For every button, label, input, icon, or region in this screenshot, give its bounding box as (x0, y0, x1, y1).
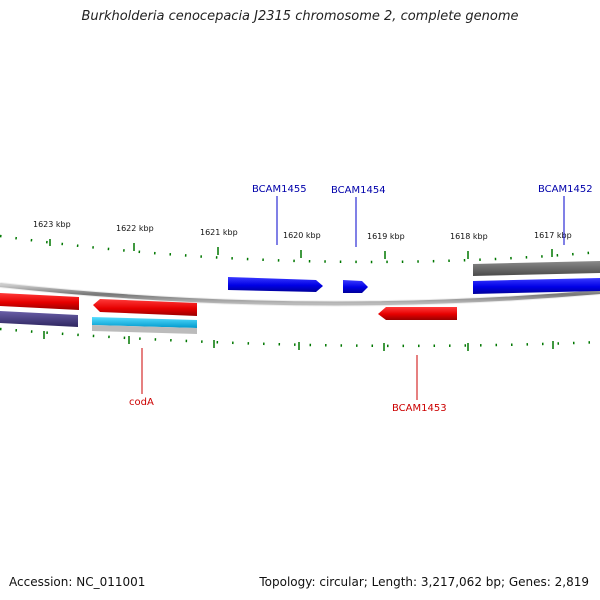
tick-label-1621: 1621 kbp (200, 228, 238, 237)
tick-label-1617: 1617 kbp (534, 231, 572, 240)
tick-labels: 1623 kbp 1622 kbp 1621 kbp 1620 kbp 1619… (33, 220, 572, 241)
gene-BCAM1454-arrow[interactable] (343, 280, 368, 293)
tick-label-1622: 1622 kbp (116, 224, 154, 233)
inner-major-ticks (43, 331, 554, 351)
gene-label-BCAM1455[interactable]: BCAM1455 (252, 184, 307, 195)
outer-major-ticks (49, 239, 553, 259)
accession-text: Accession: NC_011001 (9, 575, 146, 589)
gene-label-BCAM1454[interactable]: BCAM1454 (331, 185, 386, 196)
gene-left-red-arrow (0, 293, 79, 310)
grey-feature-left (92, 325, 197, 334)
cyan-feature (92, 317, 197, 328)
gene-label-codA[interactable]: codA (129, 397, 154, 408)
tick-label-1620: 1620 kbp (283, 231, 321, 240)
gene-BCAM1455-arrow[interactable] (228, 277, 323, 292)
gene-label-BCAM1453[interactable]: BCAM1453 (392, 403, 447, 414)
gene-label-BCAM1452[interactable]: BCAM1452 (538, 184, 593, 195)
tick-label-1619: 1619 kbp (367, 232, 405, 241)
tick-label-1623: 1623 kbp (33, 220, 71, 229)
gene-BCAM1453-arrow[interactable] (378, 307, 457, 320)
gene-codA-arrow[interactable] (93, 299, 197, 316)
tick-label-1618: 1618 kbp (450, 232, 488, 241)
backbone-ring-core (0, 283, 600, 306)
grey-feature-right (473, 261, 600, 276)
inner-tick-ring (0, 327, 600, 348)
map-title: Burkholderia cenocepacia J2315 chromosom… (81, 9, 519, 24)
genome-stats-text: Topology: circular; Length: 3,217,062 bp… (259, 575, 589, 589)
purple-feature (0, 311, 78, 327)
gene-BCAM1452-arrow[interactable] (473, 278, 600, 294)
